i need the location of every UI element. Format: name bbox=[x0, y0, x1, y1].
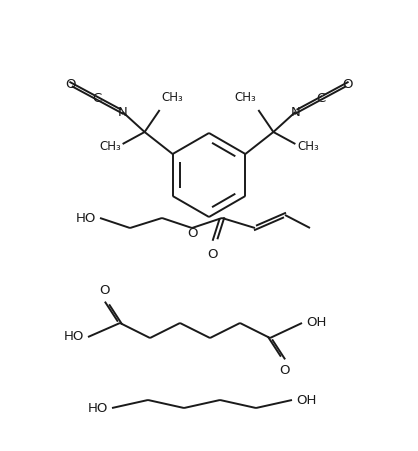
Text: O: O bbox=[207, 248, 217, 261]
Text: OH: OH bbox=[296, 394, 316, 406]
Text: CH₃: CH₃ bbox=[297, 139, 319, 152]
Text: N: N bbox=[291, 106, 300, 119]
Text: N: N bbox=[118, 106, 127, 119]
Text: O: O bbox=[342, 78, 353, 91]
Text: OH: OH bbox=[306, 317, 326, 330]
Text: CH₃: CH₃ bbox=[162, 91, 184, 104]
Text: CH₃: CH₃ bbox=[234, 91, 256, 104]
Text: O: O bbox=[65, 78, 76, 91]
Text: C: C bbox=[317, 92, 326, 105]
Text: O: O bbox=[187, 227, 197, 240]
Text: O: O bbox=[280, 364, 290, 377]
Text: O: O bbox=[100, 284, 110, 297]
Text: C: C bbox=[92, 92, 101, 105]
Text: HO: HO bbox=[64, 331, 84, 344]
Text: HO: HO bbox=[88, 401, 108, 414]
Text: CH₃: CH₃ bbox=[99, 139, 121, 152]
Text: HO: HO bbox=[76, 212, 96, 225]
